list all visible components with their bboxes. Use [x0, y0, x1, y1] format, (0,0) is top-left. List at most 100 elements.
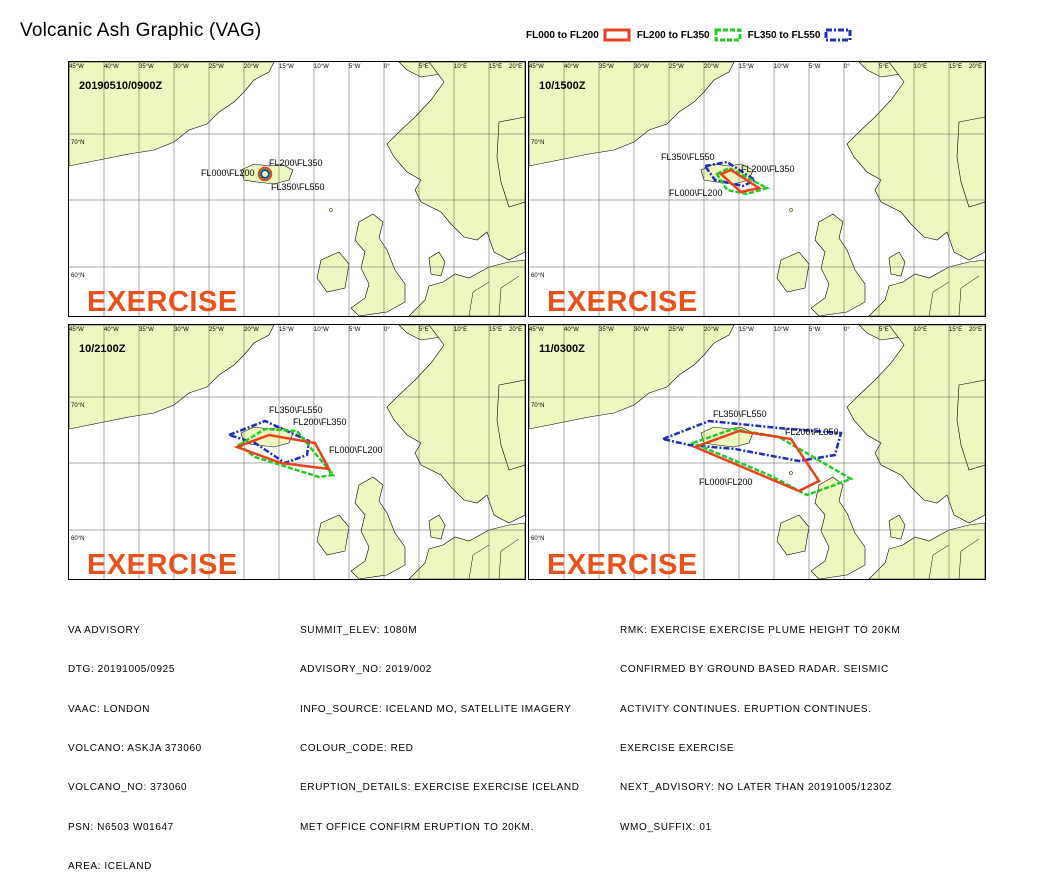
exercise-label: EXERCISE	[547, 286, 698, 317]
area-label: FL350\FL550	[713, 409, 767, 419]
area-label: FL200\FL350	[293, 417, 347, 427]
legend-swatch-red	[603, 28, 631, 42]
svg-text:5°E: 5°E	[419, 327, 429, 333]
svg-text:30°W: 30°W	[634, 64, 649, 70]
svg-text:5°W: 5°W	[349, 64, 361, 70]
svg-text:30°W: 30°W	[174, 64, 189, 70]
advisory-line: INFO_SOURCE: ICELAND MO, SATELLITE IMAGE…	[300, 703, 572, 715]
map-canvas: 45°W 40°W 35°W 30°W 25°W 20°W 15°W 10°W 5°W 0° 5…	[69, 325, 525, 579]
svg-text:10°W: 10°W	[774, 64, 789, 70]
svg-text:30°W: 30°W	[174, 327, 189, 333]
legend-item-fl350-fl550: FL350 to FL550	[748, 28, 853, 42]
svg-text:5°E: 5°E	[879, 64, 889, 70]
area-label: FL000\FL200	[329, 445, 383, 455]
area-label: FL000\FL200	[669, 188, 723, 198]
svg-text:5°W: 5°W	[809, 327, 821, 333]
ash-area-fl000-fl200	[233, 433, 332, 471]
svg-text:40°W: 40°W	[104, 64, 119, 70]
svg-text:20°W: 20°W	[704, 64, 719, 70]
area-label: FL350\FL550	[269, 405, 323, 415]
advisory-line: AREA: ICELAND	[68, 860, 152, 872]
legend-item-fl200-fl350: FL200 to FL350	[637, 28, 742, 42]
svg-text:15°W: 15°W	[739, 64, 754, 70]
svg-text:60°N: 60°N	[71, 273, 84, 279]
legend-item-fl000-fl200: FL000 to FL200	[526, 28, 631, 42]
panel-date: 11/0300Z	[539, 343, 585, 355]
svg-text:10°W: 10°W	[314, 327, 329, 333]
svg-text:15°E: 15°E	[949, 327, 962, 333]
ash-area-fl350-fl550	[260, 169, 270, 179]
svg-text:60°N: 60°N	[531, 273, 544, 279]
legend: FL000 to FL200 FL200 to FL350 FL350 to F…	[526, 24, 858, 46]
ash-area-fl000-fl200	[691, 429, 821, 493]
svg-text:45°W: 45°W	[529, 327, 544, 333]
svg-text:0°: 0°	[384, 327, 390, 333]
legend-label: FL200 to FL350	[636, 29, 710, 41]
advisory-left: VA ADVISORY DTG: 20191005/0925 VAAC: LON…	[68, 598, 202, 886]
svg-text:20°W: 20°W	[244, 327, 259, 333]
advisory-line: DTG: 20191005/0925	[68, 664, 175, 676]
advisory-line: PSN: N6503 W01647	[68, 821, 174, 833]
ash-area-fl350-fl550	[658, 419, 843, 463]
area-label: FL350\FL550	[271, 182, 325, 192]
svg-text:5°W: 5°W	[349, 327, 361, 333]
svg-text:25°W: 25°W	[209, 327, 224, 333]
svg-text:60°N: 60°N	[71, 536, 84, 542]
svg-text:20°W: 20°W	[244, 64, 259, 70]
advisory-line: VAAC: LONDON	[68, 703, 151, 715]
svg-text:35°W: 35°W	[139, 327, 154, 333]
svg-text:40°W: 40°W	[564, 327, 579, 333]
advisory-mid: SUMMIT_ELEV: 1080M ADVISORY_NO: 2019/002…	[300, 598, 580, 847]
svg-text:20°E: 20°E	[509, 64, 522, 70]
map-canvas: 45°W 40°W 35°W 30°W 25°W 20°W 15°W 10°W 5°W 0° 5…	[529, 325, 985, 579]
svg-text:10°W: 10°W	[774, 327, 789, 333]
svg-text:10°E: 10°E	[454, 64, 467, 70]
ash-area-fl200-fl350	[715, 166, 771, 196]
legend-swatch-blue	[824, 28, 852, 42]
svg-text:5°W: 5°W	[809, 64, 821, 70]
area-label: FL350\FL550	[661, 152, 715, 162]
svg-text:15°E: 15°E	[489, 64, 502, 70]
svg-text:20°W: 20°W	[704, 327, 719, 333]
svg-text:25°W: 25°W	[209, 64, 224, 70]
svg-text:35°W: 35°W	[599, 64, 614, 70]
page-title: Volcanic Ash Graphic (VAG)	[20, 20, 262, 41]
advisory-line: RMK: EXERCISE EXERCISE PLUME HEIGHT TO 2…	[620, 625, 901, 637]
advisory-line: MET OFFICE CONFIRM ERUPTION TO 20KM.	[300, 821, 534, 833]
svg-text:10°E: 10°E	[914, 327, 927, 333]
advisory-line: ACTIVITY CONTINUES. ERUPTION CONTINUES.	[620, 703, 872, 715]
svg-text:0°: 0°	[384, 64, 390, 70]
panel-date: 10/1500Z	[539, 80, 586, 92]
svg-text:25°W: 25°W	[669, 327, 684, 333]
advisory-line: NEXT_ADVISORY: NO LATER THAN 20191005/12…	[620, 782, 893, 794]
advisory-line: VA ADVISORY	[68, 625, 141, 637]
area-label: FL200\FL350	[741, 164, 795, 174]
advisory-line: CONFIRMED BY GROUND BASED RADAR. SEISMIC	[620, 664, 889, 676]
svg-text:45°W: 45°W	[69, 64, 84, 70]
svg-text:70°N: 70°N	[71, 403, 84, 409]
ash-area-fl200-fl350	[689, 427, 854, 497]
svg-text:15°W: 15°W	[279, 327, 294, 333]
svg-text:35°W: 35°W	[599, 327, 614, 333]
map-canvas: 45°W 40°W 35°W 30°W 25°W 20°W 15°W 10°W 5°W 0° 5…	[69, 62, 525, 316]
exercise-label: EXERCISE	[547, 549, 698, 580]
svg-text:20°E: 20°E	[969, 64, 982, 70]
ash-area-fl000-fl200	[718, 168, 763, 194]
svg-text:15°W: 15°W	[739, 327, 754, 333]
map-panel-4: 45°W 40°W 35°W 30°W 25°W 20°W 15°W 10°W 5°W 0° 5…	[528, 324, 986, 580]
map-canvas: 45°W 40°W 35°W 30°W 25°W 20°W 15°W 10°W 5°W 0° 5…	[529, 62, 985, 316]
svg-text:45°W: 45°W	[69, 327, 84, 333]
legend-swatch-green	[714, 28, 742, 42]
area-label: FL200\FL350	[269, 158, 323, 168]
svg-text:0°: 0°	[844, 64, 850, 70]
svg-text:15°E: 15°E	[489, 327, 502, 333]
svg-text:70°N: 70°N	[531, 140, 544, 146]
svg-text:25°W: 25°W	[669, 64, 684, 70]
ash-area-fl350-fl550	[225, 419, 311, 465]
map-panel-2: 45°W 40°W 35°W 30°W 25°W 20°W 15°W 10°W 5°W 0° 5…	[528, 61, 986, 317]
svg-text:10°E: 10°E	[454, 327, 467, 333]
panel-date: 20190510/0900Z	[79, 80, 163, 92]
svg-text:20°E: 20°E	[969, 327, 982, 333]
advisory-line: VOLCANO_NO: 373060	[68, 782, 188, 794]
map-panel-3: 45°W 40°W 35°W 30°W 25°W 20°W 15°W 10°W 5°W 0° 5…	[68, 324, 526, 580]
